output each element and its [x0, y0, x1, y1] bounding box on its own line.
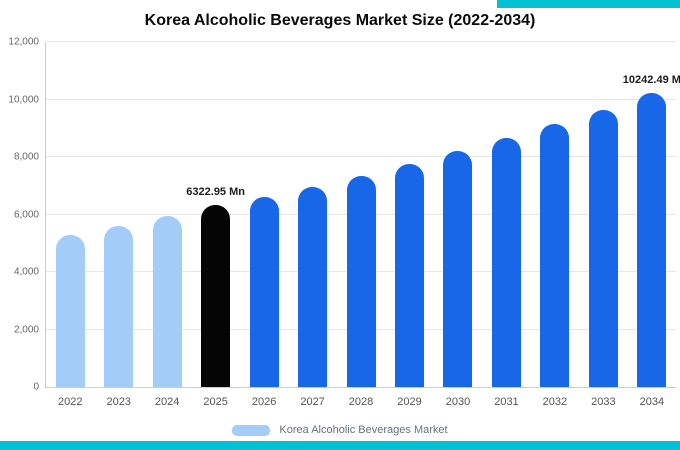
legend-label: Korea Alcoholic Beverages Market	[279, 424, 448, 436]
bar-column-2023: 2023	[94, 42, 142, 408]
legend-swatch	[232, 424, 271, 436]
bar-2032[interactable]	[540, 123, 570, 387]
legend[interactable]: Korea Alcoholic Beverages Market	[0, 424, 680, 436]
bar-2033[interactable]	[588, 109, 618, 387]
bar-chart-plot-area: 0 2,000 4,000 6,000 8,000 10,000 12,000 2022 202…	[8, 37, 680, 409]
x-axis-tick-label: 2026	[251, 396, 277, 408]
bar-column-2031: 2031	[482, 42, 530, 408]
bar-column-2026: 2026	[240, 42, 288, 408]
y-axis-tick-label: 10,000	[8, 94, 39, 105]
bar-column-2034: 10242.49 M 2034	[623, 42, 680, 408]
bar-series: 2022 2023 2024 6322.95 Mn 2025 2026 2027 2028 20…	[46, 42, 680, 408]
bar-column-2032: 2032	[531, 42, 579, 408]
bar-2028[interactable]	[346, 175, 376, 387]
bar-column-2022: 2022	[46, 42, 94, 408]
bar-2030[interactable]	[443, 151, 473, 387]
x-axis-tick-label: 2025	[203, 396, 228, 408]
bar-column-2028: 2028	[337, 42, 385, 408]
bar-2022[interactable]	[55, 234, 85, 387]
data-label-2034: 10242.49 M	[622, 73, 680, 86]
top-accent-bar	[497, 0, 680, 8]
bar-2034[interactable]	[637, 92, 667, 387]
x-axis-tick-label: 2022	[57, 396, 83, 408]
x-axis-tick-label: 2024	[154, 396, 180, 408]
chart-title: Korea Alcoholic Beverages Market Size (2…	[144, 12, 536, 29]
bar-column-2025: 6322.95 Mn 2025	[186, 42, 245, 408]
bar-2026[interactable]	[249, 197, 279, 387]
bottom-accent-bar	[0, 441, 680, 450]
x-axis-tick-label: 2027	[300, 396, 325, 408]
x-axis-tick-label: 2029	[397, 396, 422, 408]
x-axis-tick-label: 2028	[348, 396, 374, 408]
x-axis-tick-label: 2034	[639, 396, 665, 408]
y-axis-tick-label: 12,000	[8, 36, 39, 48]
gridline	[46, 156, 676, 157]
bar-column-2024: 2024	[143, 42, 191, 408]
gridline	[46, 98, 676, 100]
bar-column-2030: 2030	[434, 42, 482, 408]
bar-2024[interactable]	[152, 215, 182, 387]
y-axis-tick-label: 6,000	[13, 209, 39, 220]
data-label-2025: 6322.95 Mn	[186, 186, 245, 199]
bar-2027[interactable]	[298, 187, 328, 387]
x-axis-tick-label: 2023	[106, 396, 131, 408]
bar-column-2029: 2029	[385, 42, 433, 408]
x-axis-tick-label: 2033	[591, 396, 616, 408]
gridline	[46, 41, 676, 42]
y-axis-tick-label: 8,000	[13, 151, 39, 163]
bar-2025[interactable]	[201, 205, 231, 387]
x-axis-tick-label: 2030	[445, 396, 471, 408]
y-axis-tick-label: 0	[33, 381, 39, 393]
y-axis-tick-label: 4,000	[13, 266, 39, 278]
bar-column-2033: 2033	[579, 42, 627, 408]
bar-2031[interactable]	[491, 138, 521, 387]
x-axis-tick-label: 2032	[542, 396, 568, 408]
bar-2029[interactable]	[395, 164, 425, 387]
y-axis-tick-label: 2,000	[13, 324, 39, 335]
bar-2023[interactable]	[104, 226, 134, 387]
x-axis-tick-label: 2031	[494, 396, 519, 408]
bar-column-2027: 2027	[288, 42, 336, 408]
